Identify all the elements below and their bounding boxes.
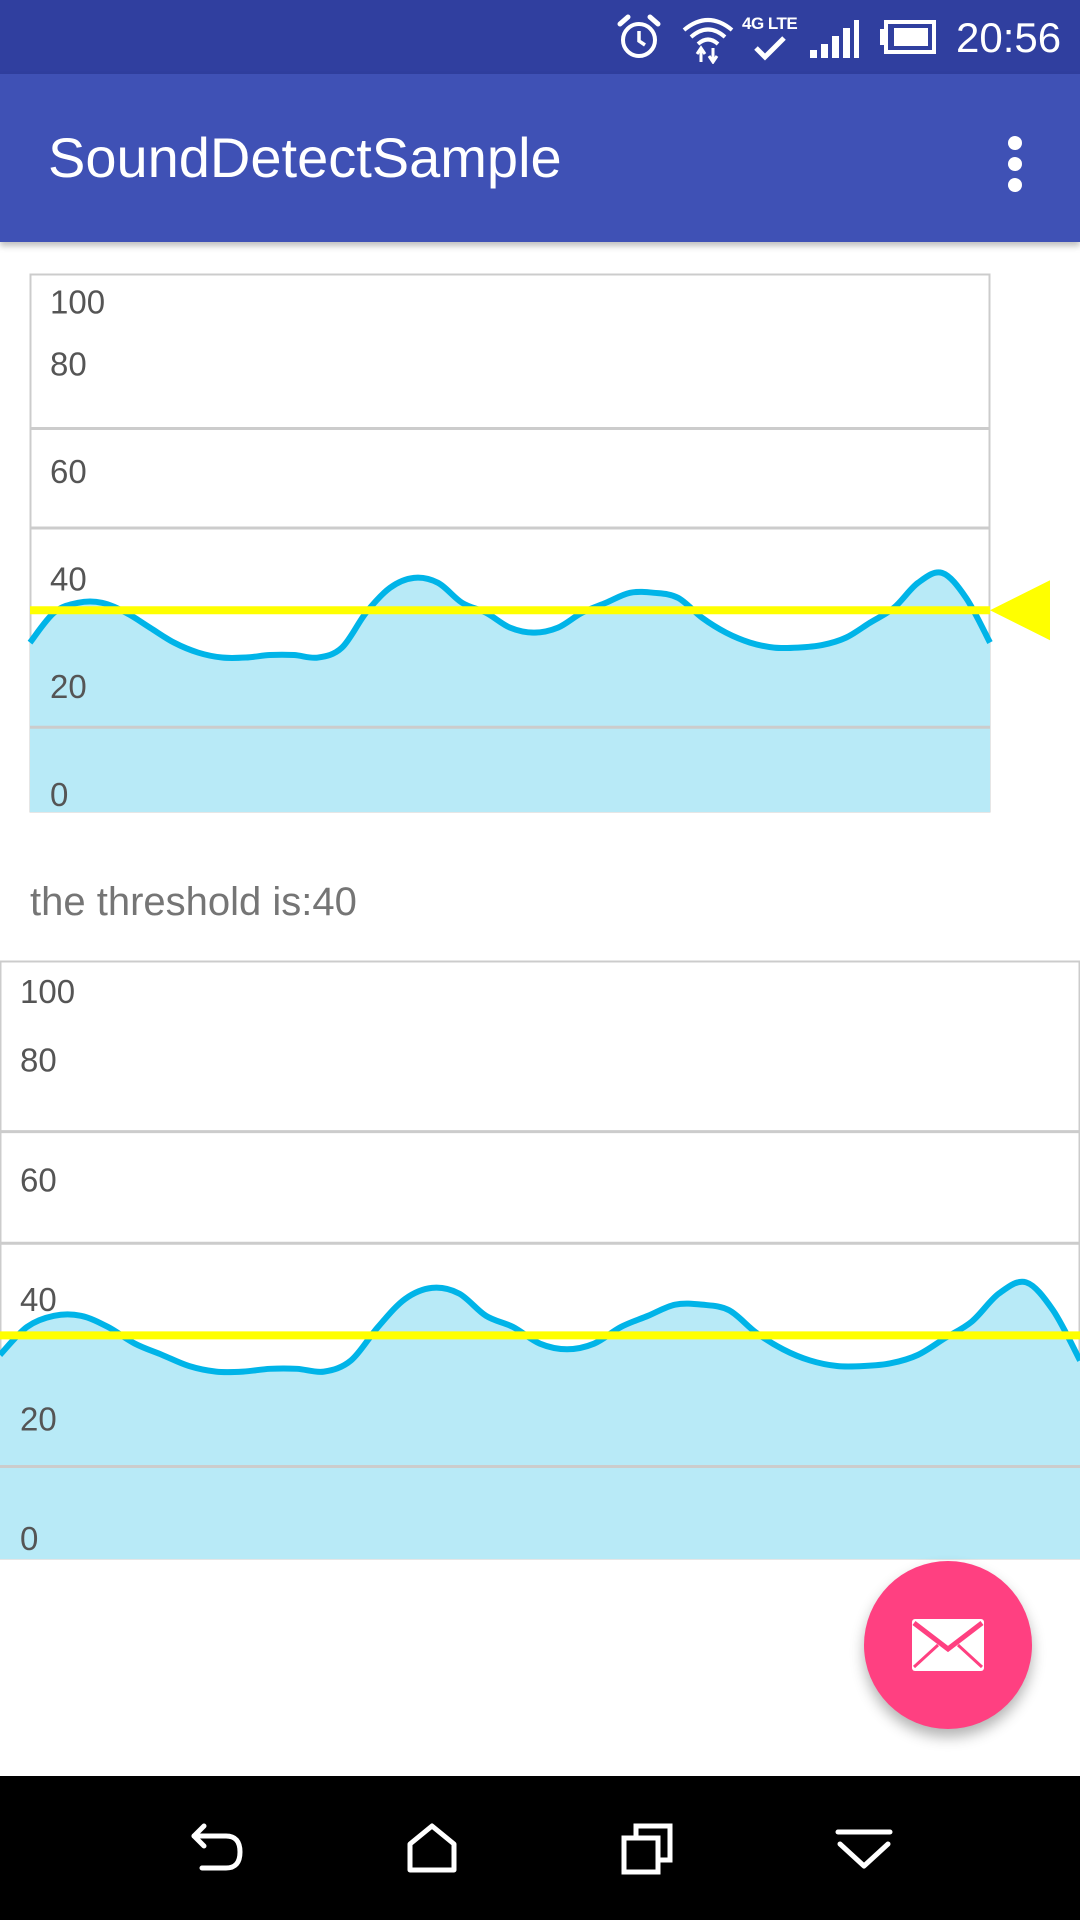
y-tick-label: 60: [20, 1161, 57, 1198]
y-tick-label: 40: [20, 1281, 57, 1318]
y-tick-label: 60: [50, 453, 87, 490]
status-bar: 4G LTE 20:56: [0, 0, 1080, 74]
lte-icon: [754, 36, 786, 61]
y-tick-label: 80: [50, 345, 87, 382]
signal-icon: [810, 20, 859, 58]
series-line: [27, 569, 993, 662]
navigation-bar: [0, 1776, 1080, 1920]
bottom-chart-svg: 100 80 60 40 20 0: [0, 960, 1080, 1560]
threshold-text: the threshold is:40: [30, 880, 357, 924]
dropdown-icon[interactable]: [824, 1808, 904, 1888]
y-tick-label: 20: [50, 668, 87, 705]
threshold-handle[interactable]: [990, 580, 1050, 641]
y-tick-label: 20: [20, 1400, 57, 1437]
network-type-label: 4G LTE: [742, 14, 798, 33]
app-title: SoundDetectSample: [48, 126, 562, 189]
y-tick-label: 40: [50, 561, 87, 598]
y-tick-label: 100: [20, 973, 75, 1010]
back-icon[interactable]: [178, 1808, 258, 1888]
recents-icon[interactable]: [608, 1808, 688, 1888]
bottom-chart: 100 80 60 40 20 0: [0, 960, 1080, 1560]
send-mail-button[interactable]: [864, 1561, 1032, 1729]
more-vert-icon[interactable]: [990, 134, 1038, 194]
app-bar: SoundDetectSample: [0, 74, 1080, 242]
mail-icon: [912, 1619, 984, 1671]
series-line: [0, 1278, 1080, 1376]
home-icon[interactable]: [392, 1808, 472, 1888]
status-time: 20:56: [956, 14, 1062, 61]
alarm-icon: [617, 14, 661, 58]
y-tick-label: 80: [20, 1042, 57, 1079]
area-fill: [0, 1281, 1080, 1559]
y-tick-label: 0: [20, 1520, 38, 1557]
y-tick-label: 100: [50, 284, 105, 321]
battery-icon: [880, 20, 936, 54]
y-tick-label: 0: [50, 776, 68, 813]
wifi-icon: [682, 18, 734, 64]
area-fill: [30, 572, 990, 812]
top-chart: 100 80 60 40 20 0: [27, 273, 1050, 813]
top-chart-svg: 100 80 60 40 20 0: [27, 273, 1050, 813]
